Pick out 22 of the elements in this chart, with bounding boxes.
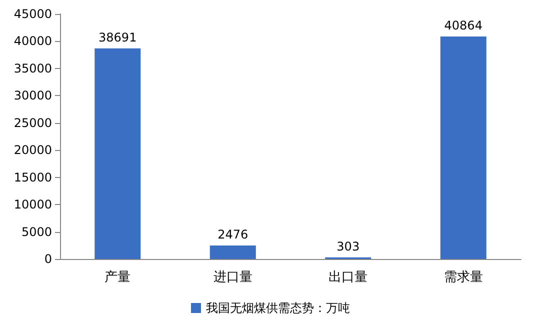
y-tick-label: 45000	[14, 7, 52, 21]
data-label: 303	[336, 239, 360, 254]
y-tick-label: 5000	[21, 224, 52, 239]
data-label: 38691	[98, 30, 137, 44]
y-tick-label: 0	[44, 252, 52, 266]
x-tick-label: 进口量	[213, 270, 252, 285]
y-tick-label: 15000	[14, 170, 52, 184]
y-tick-label: 10000	[14, 198, 52, 212]
x-tick-label: 需求量	[444, 270, 483, 285]
x-tick-label: 出口量	[328, 270, 368, 285]
y-tick-label: 35000	[14, 61, 52, 76]
data-label: 40864	[444, 18, 482, 33]
y-tick-label: 20000	[14, 143, 52, 158]
y-tick-label: 40000	[14, 34, 52, 48]
data-label: 2476	[218, 228, 248, 242]
legend-label: 我国无烟煤供需态势：万吨	[206, 301, 350, 315]
bar	[210, 246, 256, 259]
x-tick-label: 产量	[104, 270, 131, 285]
bar	[440, 36, 486, 259]
bar	[94, 48, 141, 259]
y-tick-label: 25000	[14, 116, 52, 130]
y-tick-label: 30000	[14, 88, 52, 103]
